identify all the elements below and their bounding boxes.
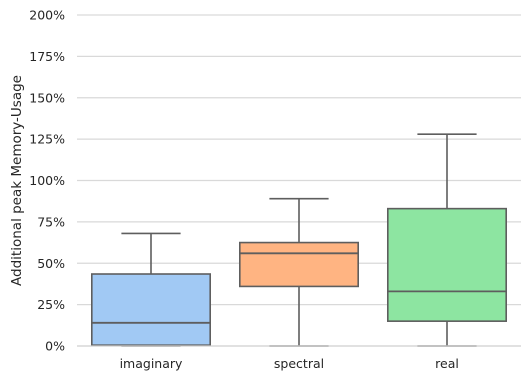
y-tick-label: 50% bbox=[37, 256, 65, 271]
y-tick-label: 0% bbox=[45, 339, 65, 354]
iqr-box bbox=[239, 241, 360, 288]
y-tick-label: 175% bbox=[29, 49, 65, 64]
y-tick-label: 125% bbox=[29, 132, 65, 147]
y-tick-label: 100% bbox=[29, 173, 65, 188]
boxes bbox=[91, 133, 507, 347]
y-tick-label: 25% bbox=[37, 297, 65, 312]
y-tick-label: 75% bbox=[37, 214, 65, 229]
y-axis-ticks: 0% 25% 50% 75% 100% 125% 150% 175% 200% bbox=[29, 8, 65, 354]
iqr-box bbox=[91, 273, 212, 346]
x-tick-label: real bbox=[435, 356, 459, 371]
box-imaginary bbox=[91, 232, 212, 347]
x-tick-label: spectral bbox=[274, 356, 324, 371]
x-tick-label: imaginary bbox=[120, 356, 183, 371]
iqr-box bbox=[386, 207, 507, 322]
x-axis-ticks: imaginary spectral real bbox=[120, 356, 459, 371]
y-tick-label: 150% bbox=[29, 90, 65, 105]
y-axis-label: Additional peak Memory-Usage bbox=[9, 75, 25, 286]
box-real bbox=[386, 133, 507, 347]
box-spectral bbox=[239, 197, 360, 347]
y-tick-label: 200% bbox=[29, 8, 65, 23]
